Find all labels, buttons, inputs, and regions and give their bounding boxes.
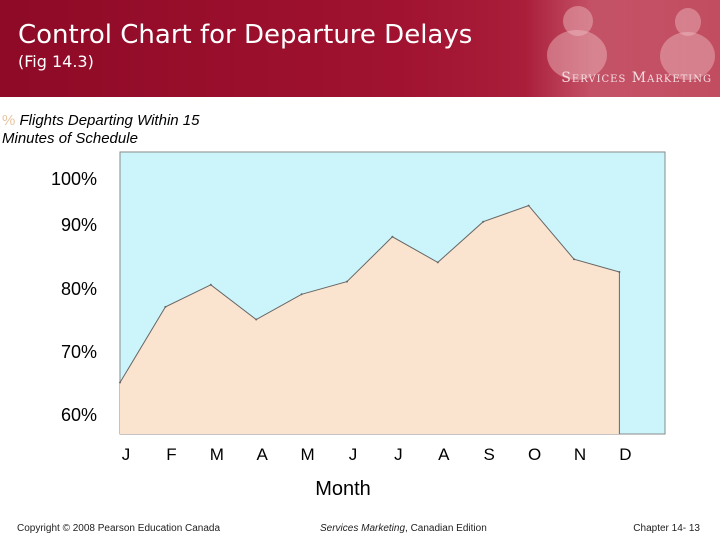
header-photo (525, 0, 720, 97)
y-axis-label: % Flights Departing Within 15 Minutes of… (2, 112, 222, 148)
x-tick-label: M (301, 445, 315, 464)
data-point-7 (391, 235, 394, 238)
x-tick-label: M (210, 445, 224, 464)
copyright-notice: Copyright © 2008 Pearson Education Canad… (17, 523, 221, 534)
x-tick-label: A (438, 445, 450, 464)
data-point-6 (346, 280, 348, 283)
data-point-1 (119, 381, 121, 384)
x-tick-label: N (574, 445, 586, 464)
edition-text: , Canadian Edition (405, 523, 487, 534)
y-tick-label: 90% (61, 215, 97, 235)
x-tick-label: A (257, 445, 269, 464)
data-point-4 (255, 318, 258, 321)
x-tick-label: J (122, 445, 131, 464)
x-tick-label: S (484, 445, 495, 464)
edition-note: Services Marketing, Canadian Edition (320, 523, 487, 534)
data-point-11 (573, 258, 575, 261)
page-subtitle: (Fig 14.3) (18, 52, 94, 71)
x-tick-label: D (619, 445, 631, 464)
brand-wordmark: Services Marketing (561, 70, 712, 86)
y-axis-label-text: Flights Departing Within 15 Minutes of S… (2, 112, 200, 147)
x-tick-label: O (528, 445, 541, 464)
x-tick-label: J (394, 445, 403, 464)
data-point-3 (209, 283, 212, 286)
data-point-9 (482, 220, 485, 223)
page-title: Control Chart for Departure Delays (18, 20, 473, 50)
y-tick-label: 70% (61, 342, 97, 362)
data-point-10 (527, 204, 530, 207)
series-line (119, 205, 620, 383)
y-tick-label: 80% (61, 279, 97, 299)
series-area-fill (120, 205, 620, 434)
y-axis-label-symbol: % (2, 112, 16, 129)
x-tick-label: F (166, 445, 176, 464)
data-point-5 (300, 293, 303, 296)
header-banner: Control Chart for Departure Delays (Fig … (0, 0, 720, 97)
y-tick-label: 100% (51, 169, 97, 189)
data-point-8 (436, 261, 439, 264)
x-axis-label: Month (315, 478, 371, 500)
data-point-2 (164, 305, 167, 308)
x-tick-label: J (349, 445, 358, 464)
book-title: Services Marketing (320, 523, 406, 534)
chapter-page-number: Chapter 14- 13 (633, 523, 700, 534)
y-tick-label: 60% (61, 405, 97, 425)
data-point-12 (618, 271, 621, 273)
